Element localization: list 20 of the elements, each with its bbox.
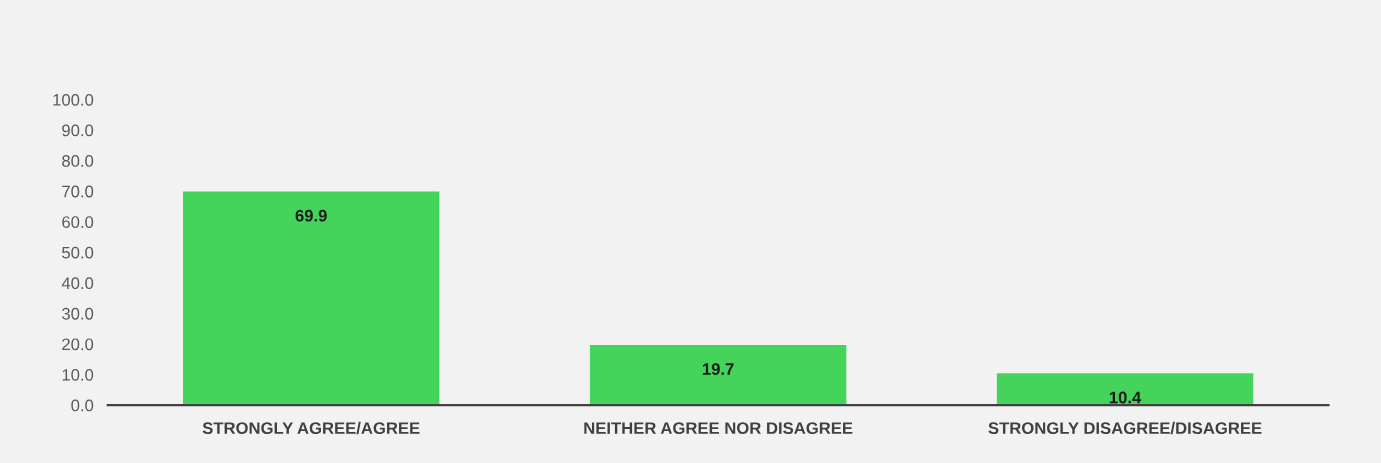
bar bbox=[589, 344, 847, 406]
y-tick-label: 50.0 bbox=[62, 246, 94, 259]
y-tick-label: 20.0 bbox=[62, 338, 94, 351]
x-tick-label: NEITHER AGREE NOR DISAGREE bbox=[584, 422, 853, 435]
data-label: 19.7 bbox=[702, 363, 734, 375]
x-tick-label: STRONGLY DISAGREE/DISAGREE bbox=[988, 421, 1262, 435]
y-tick-label: 70.0 bbox=[62, 185, 94, 198]
data-label: 69.9 bbox=[295, 209, 327, 222]
y-tick-label: 40.0 bbox=[61, 277, 94, 290]
y-tick-label: 90.0 bbox=[62, 124, 94, 137]
y-tick-label: 100.0 bbox=[53, 93, 94, 106]
y-tick-label: 30.0 bbox=[62, 307, 94, 320]
bar bbox=[996, 373, 1254, 406]
data-label: 10.4 bbox=[1109, 391, 1142, 404]
bar bbox=[183, 191, 440, 406]
y-tick-label: 10.0 bbox=[62, 368, 94, 381]
y-tick-label: 0.0 bbox=[71, 399, 94, 412]
y-tick-label: 60.0 bbox=[62, 216, 94, 228]
y-tick-label: 80.0 bbox=[62, 155, 94, 167]
x-tick-label: STRONGLY AGREE/AGREE bbox=[202, 421, 420, 435]
